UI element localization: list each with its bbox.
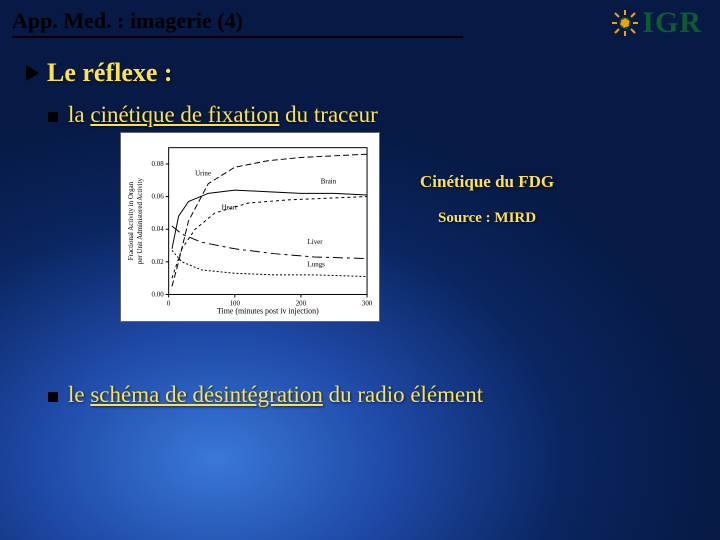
svg-text:300: 300 [362, 299, 373, 307]
caption-line1: Cinétique du FDG [420, 172, 554, 192]
svg-text:Lungs: Lungs [308, 261, 326, 269]
bullet2-text: le schéma de désintégration du radio élé… [68, 382, 483, 408]
bullet-level1: Le réflexe : [26, 58, 720, 88]
lvl1-text: Le réflexe : [47, 58, 173, 88]
svg-text:0: 0 [167, 299, 171, 307]
bullet1-text: la cinétique de fixation du traceur [68, 102, 378, 128]
arrow-icon [26, 65, 39, 81]
sun-icon [612, 10, 638, 36]
svg-text:0.00: 0.00 [152, 290, 165, 298]
svg-text:Brain: Brain [321, 178, 337, 186]
svg-text:0.02: 0.02 [152, 258, 165, 266]
chart-svg: 01002003000.000.020.040.060.08Time (minu… [127, 141, 373, 317]
logo-text: IGR [642, 6, 702, 40]
svg-text:0.04: 0.04 [152, 225, 165, 233]
svg-text:0.08: 0.08 [152, 160, 165, 168]
svg-text:Time (minutes post iv injectio: Time (minutes post iv injection) [217, 306, 319, 315]
svg-text:Liver: Liver [308, 238, 324, 246]
slide-title: App. Med. : imagerie (4) [12, 8, 463, 38]
bullet-level2-1: la cinétique de fixation du traceur [48, 102, 720, 128]
svg-text:0.06: 0.06 [152, 193, 165, 201]
square-icon [48, 392, 58, 402]
svg-text:Fractional Activity in Organpe: Fractional Activity in Organper Unit Adm… [127, 177, 144, 264]
bullet-level2-2: le schéma de désintégration du radio élé… [48, 382, 720, 408]
kinetics-chart: 01002003000.000.020.040.060.08Time (minu… [120, 132, 380, 322]
chart-caption: Cinétique du FDG Source : MIRD [420, 172, 554, 227]
logo: IGR [612, 6, 702, 40]
square-icon [48, 112, 58, 122]
svg-text:Urine: Urine [195, 169, 211, 177]
caption-line2: Source : MIRD [420, 210, 554, 227]
